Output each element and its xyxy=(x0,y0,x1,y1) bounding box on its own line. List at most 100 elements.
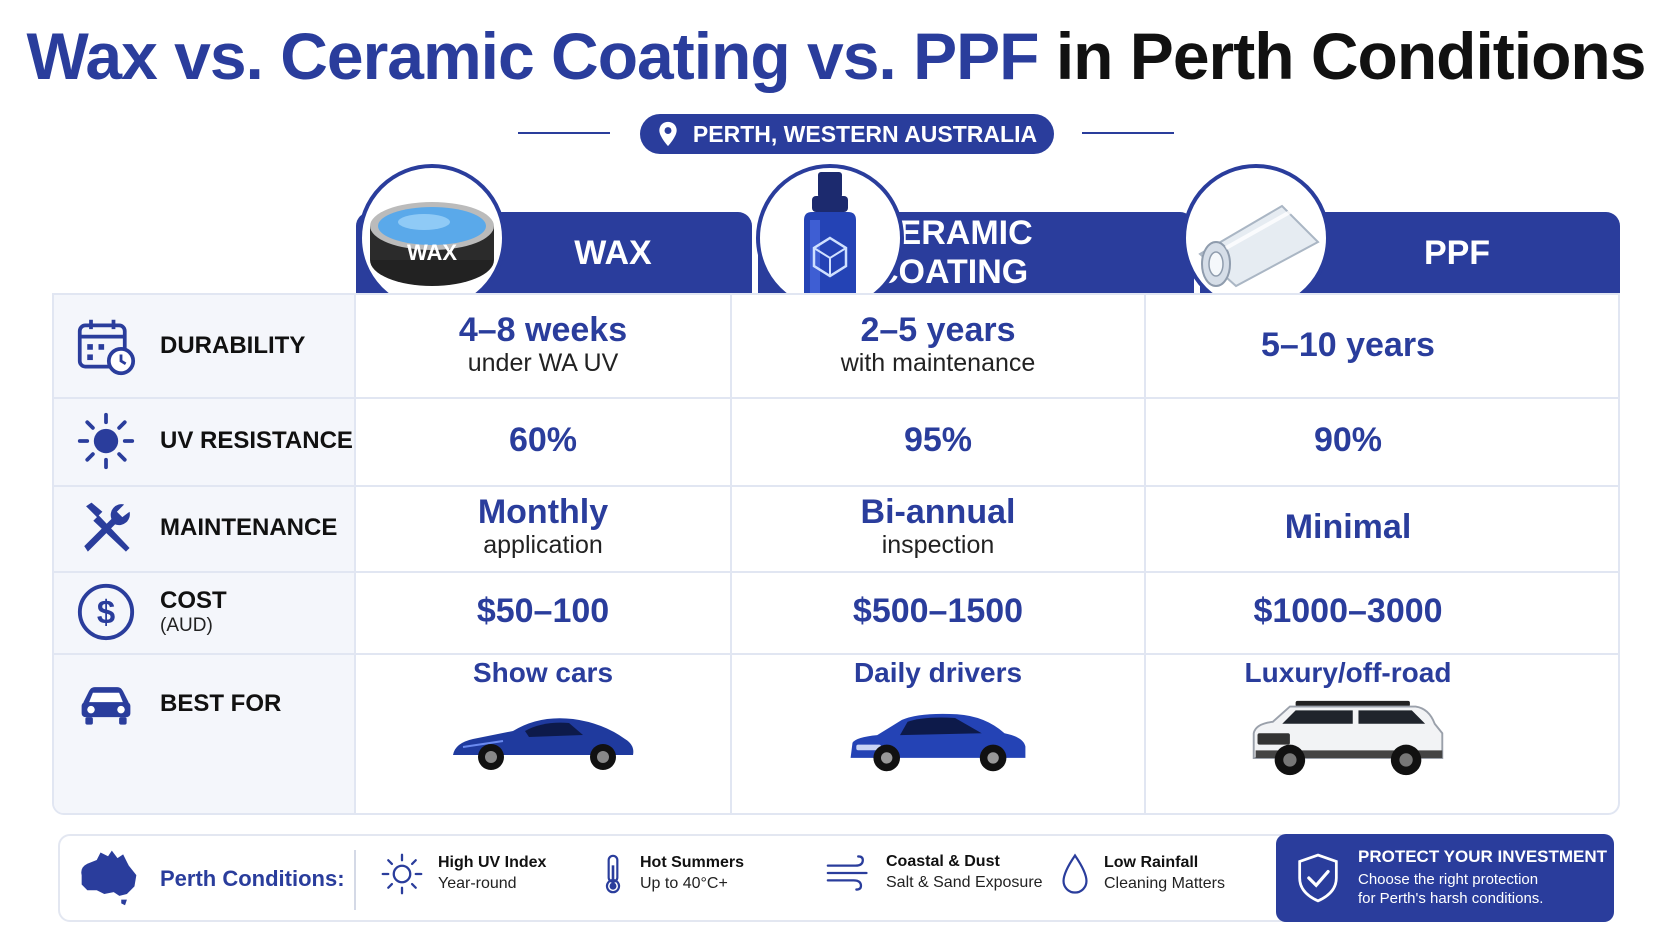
cell-best-for-wax: Show cars xyxy=(356,657,730,807)
protect-line1: Choose the right protection xyxy=(1358,871,1539,889)
cell-cost-ceramic: $500–1500 xyxy=(732,571,1144,653)
cell-maintenance-wax: Monthly application xyxy=(356,485,730,571)
cell-value: 95% xyxy=(903,421,973,460)
cell-maintenance-ceramic: Bi-annual inspection xyxy=(732,485,1144,571)
thermometer-icon xyxy=(605,854,621,894)
row-label-text: COST xyxy=(160,587,227,614)
map-pin-icon xyxy=(659,121,677,147)
cell-subtext: inspection xyxy=(881,531,995,560)
condition-title: Coastal & Dust xyxy=(886,853,1000,870)
cell-value: Show cars xyxy=(472,657,614,688)
row-label-cost: $ COST (AUD) xyxy=(54,571,356,653)
dollar-icon: $ xyxy=(74,580,138,644)
cell-subtext: under WA UV xyxy=(467,349,619,378)
wind-icon xyxy=(826,855,868,891)
condition-title: Low Rainfall xyxy=(1104,854,1199,872)
condition-heat: Hot Summers Up to 40°C+ xyxy=(600,852,744,896)
location-rule-right xyxy=(1082,132,1174,134)
cell-maintenance-ppf: Minimal xyxy=(1146,485,1550,571)
location-rule-left xyxy=(518,132,610,134)
condition-rain: Low Rainfall Cleaning Matters xyxy=(1060,852,1225,896)
car-icon xyxy=(74,672,138,736)
location-pill: PERTH, WESTERN AUSTRALIA xyxy=(640,114,1054,154)
condition-title: Hot Summers xyxy=(640,854,745,872)
cell-cost-wax: $50–100 xyxy=(356,571,730,653)
row-label-text-group: COST (AUD) xyxy=(160,587,227,637)
cell-value: $1000–3000 xyxy=(1253,592,1443,631)
row-label-subtext: (AUD) xyxy=(160,615,213,636)
row-label-text: BEST FOR xyxy=(160,690,282,717)
cell-value: 2–5 years xyxy=(860,310,1016,349)
cell-cost-ppf: $1000–3000 xyxy=(1146,571,1550,653)
column-title-wax: WAX xyxy=(574,233,652,272)
cell-best-for-ppf: Luxury/off-road xyxy=(1146,657,1550,807)
row-divider xyxy=(54,571,1618,573)
protect-title: PROTECT YOUR INVESTMENT xyxy=(1358,847,1608,867)
condition-sub: Salt & Sand Exposure xyxy=(886,873,1043,891)
wax-tin-image: WAX xyxy=(358,164,506,312)
row-label-text: MAINTENANCE xyxy=(160,514,338,541)
white-suv-image xyxy=(1252,700,1444,776)
shield-check-icon xyxy=(1298,853,1338,903)
cell-uv-ppf: 90% xyxy=(1146,397,1550,485)
column-divider xyxy=(730,295,732,813)
cell-value: Luxury/off-road xyxy=(1244,657,1452,688)
row-label-text: DURABILITY xyxy=(160,332,306,359)
row-label-uv: UV RESISTANCE xyxy=(54,397,356,485)
cell-value: 60% xyxy=(508,421,578,460)
cell-uv-ceramic: 95% xyxy=(732,397,1144,485)
condition-sub: Up to 40°C+ xyxy=(640,875,728,892)
cell-value: $50–100 xyxy=(476,592,610,631)
condition-sub: Cleaning Matters xyxy=(1104,875,1225,892)
row-label-text: UV RESISTANCE xyxy=(160,427,353,454)
row-label-maintenance: MAINTENANCE xyxy=(54,485,356,571)
cell-best-for-ceramic: Daily drivers xyxy=(732,657,1144,807)
cell-subtext: application xyxy=(483,531,603,560)
protect-investment-banner: PROTECT YOUR INVESTMENT Choose the right… xyxy=(1276,834,1614,922)
page-title: Wax vs. Ceramic Coating vs. PPF in Perth… xyxy=(0,18,1672,94)
conditions-label: Perth Conditions: xyxy=(160,866,345,891)
wax-tin-label: WAX xyxy=(407,240,457,265)
row-divider xyxy=(54,397,1618,399)
water-drop-icon xyxy=(1062,853,1088,894)
footer-divider xyxy=(354,850,356,910)
calendar-clock-icon xyxy=(74,314,138,378)
sun-icon xyxy=(74,409,138,473)
condition-title: High UV Index xyxy=(438,854,547,872)
ppf-film-roll-image xyxy=(1182,164,1330,312)
tools-icon xyxy=(74,496,138,560)
column-title-ceramic: CERAMIC COATING xyxy=(874,214,1033,291)
row-divider xyxy=(54,653,1618,655)
location-label: PERTH, WESTERN AUSTRALIA xyxy=(692,120,1038,147)
cell-value: Minimal xyxy=(1284,508,1412,547)
blue-sedan-image xyxy=(850,713,1026,772)
cell-value: 4–8 weeks xyxy=(458,310,628,349)
condition-sub: Year-round xyxy=(438,875,517,892)
sun-icon xyxy=(381,853,423,895)
cell-value: 90% xyxy=(1313,421,1383,460)
column-title-ppf: PPF xyxy=(1423,233,1491,272)
cell-uv-wax: 60% xyxy=(356,397,730,485)
row-label-column xyxy=(54,295,356,813)
condition-coastal: Coastal & Dust Salt & Sand Exposure xyxy=(826,852,1043,894)
title-highlight: Wax vs. Ceramic Coating vs. PPF xyxy=(26,19,1040,93)
australia-map-icon xyxy=(81,850,137,906)
svg-text:$: $ xyxy=(97,594,115,631)
protect-line2: for Perth's harsh conditions. xyxy=(1358,890,1544,907)
row-label-durability: DURABILITY xyxy=(54,295,356,397)
cell-value: Monthly xyxy=(477,492,609,531)
cell-value: Daily drivers xyxy=(853,657,1023,688)
cell-durability-ceramic: 2–5 years with maintenance xyxy=(732,295,1144,397)
ceramic-bottle-image xyxy=(756,164,904,312)
condition-uv: High UV Index Year-round xyxy=(380,852,546,896)
column-divider xyxy=(1144,295,1146,813)
cell-durability-ppf: 5–10 years xyxy=(1146,295,1550,397)
row-divider xyxy=(54,485,1618,487)
cell-durability-wax: 4–8 weeks under WA UV xyxy=(356,295,730,397)
blue-sports-car-image xyxy=(453,718,634,770)
cell-subtext: with maintenance xyxy=(840,349,1036,378)
comparison-table: DURABILITY UV RESISTANCE MAINTENANCE $ C… xyxy=(52,293,1620,815)
cell-value: $500–1500 xyxy=(852,592,1024,631)
title-rest: in Perth Conditions xyxy=(1055,19,1647,93)
cell-value: Bi-annual xyxy=(860,492,1016,531)
